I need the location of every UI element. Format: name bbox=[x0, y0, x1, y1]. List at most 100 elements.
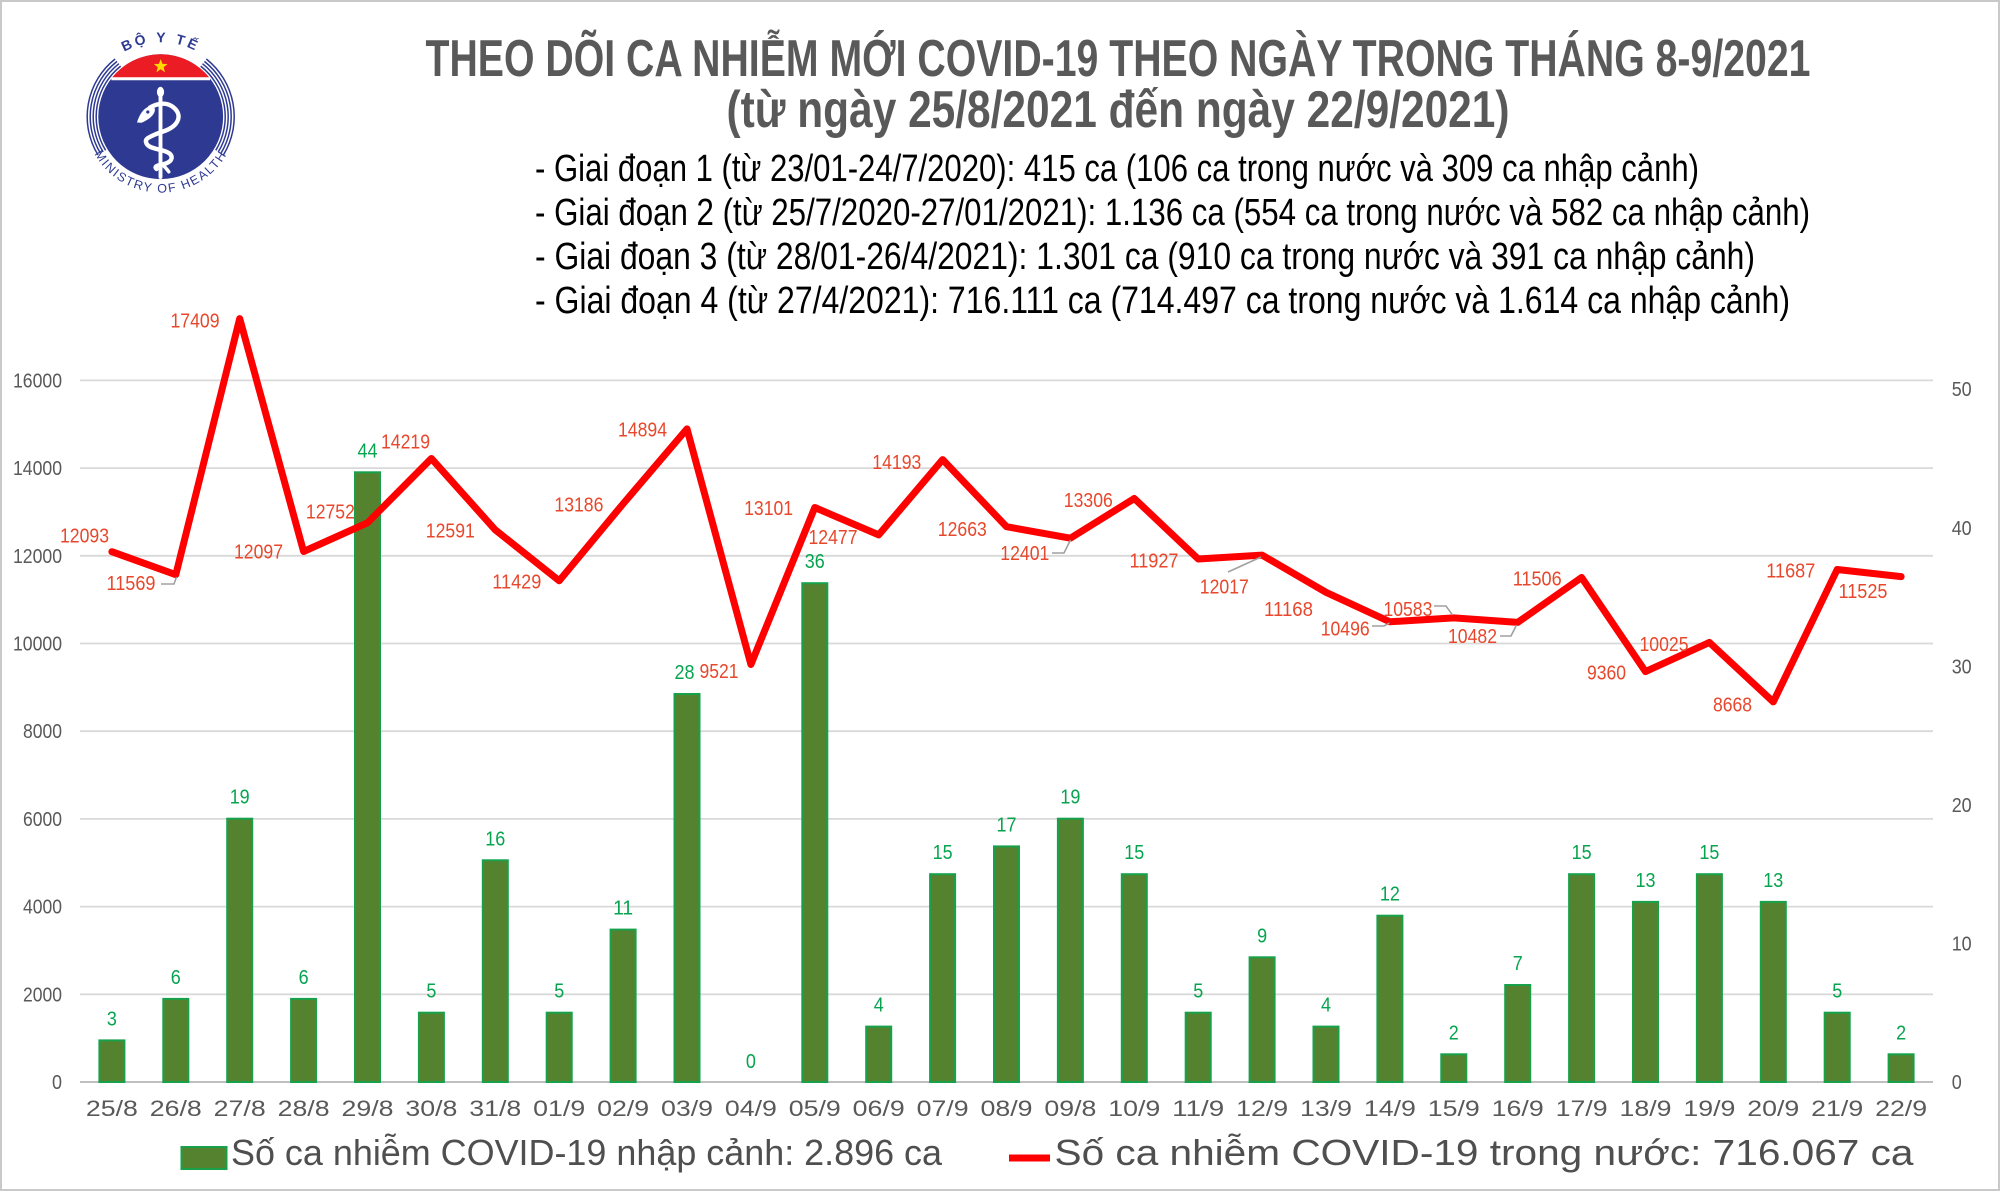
svg-text:5: 5 bbox=[554, 981, 564, 1003]
svg-text:19: 19 bbox=[230, 787, 250, 809]
svg-text:14894: 14894 bbox=[618, 420, 667, 442]
svg-text:13186: 13186 bbox=[554, 494, 603, 516]
svg-text:2: 2 bbox=[1449, 1022, 1459, 1044]
svg-text:11687: 11687 bbox=[1766, 561, 1815, 583]
svg-text:- Giai đoạn 2 (từ 25/7/2020-27: - Giai đoạn 2 (từ 25/7/2020-27/01/2021):… bbox=[535, 192, 1810, 234]
svg-text:6: 6 bbox=[299, 967, 309, 989]
svg-text:6: 6 bbox=[171, 967, 181, 989]
svg-text:20/9: 20/9 bbox=[1747, 1096, 1799, 1121]
svg-text:11429: 11429 bbox=[492, 571, 541, 593]
svg-text:19/9: 19/9 bbox=[1683, 1096, 1735, 1121]
svg-text:12752: 12752 bbox=[306, 501, 355, 523]
svg-text:11525: 11525 bbox=[1839, 581, 1888, 603]
svg-text:0: 0 bbox=[1952, 1072, 1962, 1094]
svg-text:0: 0 bbox=[52, 1072, 62, 1094]
svg-text:9360: 9360 bbox=[1587, 663, 1626, 685]
svg-text:8000: 8000 bbox=[23, 721, 62, 743]
svg-text:14219: 14219 bbox=[381, 432, 430, 454]
svg-text:30/8: 30/8 bbox=[405, 1096, 457, 1121]
svg-text:06/9: 06/9 bbox=[853, 1096, 905, 1121]
svg-text:26/8: 26/8 bbox=[150, 1096, 202, 1121]
svg-text:15: 15 bbox=[1699, 842, 1719, 864]
svg-text:31/8: 31/8 bbox=[469, 1096, 521, 1121]
svg-text:9521: 9521 bbox=[700, 661, 739, 683]
svg-text:8668: 8668 bbox=[1713, 695, 1752, 717]
svg-text:10583: 10583 bbox=[1383, 599, 1432, 621]
svg-text:3: 3 bbox=[107, 1008, 117, 1030]
svg-text:13: 13 bbox=[1636, 870, 1656, 892]
svg-text:44: 44 bbox=[358, 440, 378, 462]
svg-text:08/9: 08/9 bbox=[981, 1096, 1033, 1121]
svg-text:12: 12 bbox=[1380, 884, 1400, 906]
svg-text:17: 17 bbox=[997, 814, 1017, 836]
svg-text:16: 16 bbox=[485, 828, 505, 850]
svg-text:2: 2 bbox=[1896, 1022, 1906, 1044]
svg-text:0: 0 bbox=[746, 1051, 756, 1073]
svg-text:15: 15 bbox=[933, 842, 953, 864]
svg-text:15/9: 15/9 bbox=[1428, 1096, 1480, 1121]
svg-text:14193: 14193 bbox=[872, 452, 921, 474]
svg-text:12000: 12000 bbox=[13, 546, 62, 568]
svg-text:03/9: 03/9 bbox=[661, 1096, 713, 1121]
svg-text:10482: 10482 bbox=[1448, 626, 1497, 648]
svg-text:11569: 11569 bbox=[107, 573, 156, 595]
svg-text:- Giai đoạn 3 (từ 28/01-26/4/2: - Giai đoạn 3 (từ 28/01-26/4/2021): 1.30… bbox=[535, 236, 1755, 278]
svg-text:9: 9 bbox=[1257, 925, 1267, 947]
svg-text:16000: 16000 bbox=[13, 370, 62, 392]
svg-text:28/8: 28/8 bbox=[278, 1096, 330, 1121]
svg-text:12093: 12093 bbox=[60, 526, 109, 548]
svg-text:12477: 12477 bbox=[809, 527, 858, 549]
svg-text:12017: 12017 bbox=[1200, 576, 1249, 598]
svg-text:12/9: 12/9 bbox=[1236, 1096, 1288, 1121]
svg-text:5: 5 bbox=[1832, 981, 1842, 1003]
svg-text:11506: 11506 bbox=[1513, 569, 1562, 591]
svg-text:15: 15 bbox=[1124, 842, 1144, 864]
svg-text:13101: 13101 bbox=[744, 498, 793, 520]
svg-text:11: 11 bbox=[613, 898, 633, 920]
svg-text:27/8: 27/8 bbox=[214, 1096, 266, 1121]
svg-text:5: 5 bbox=[1193, 981, 1203, 1003]
svg-text:18/9: 18/9 bbox=[1620, 1096, 1672, 1121]
svg-text:4000: 4000 bbox=[23, 897, 62, 919]
svg-text:14/9: 14/9 bbox=[1364, 1096, 1416, 1121]
svg-text:17/9: 17/9 bbox=[1556, 1096, 1608, 1121]
svg-text:09/8: 09/8 bbox=[1044, 1096, 1096, 1121]
svg-text:05/9: 05/9 bbox=[789, 1096, 841, 1121]
svg-text:Số ca nhiễm COVID-19 trong nướ: Số ca nhiễm COVID-19 trong nước: 716.067… bbox=[1055, 1132, 1915, 1173]
svg-text:5: 5 bbox=[426, 981, 436, 1003]
svg-text:11927: 11927 bbox=[1130, 551, 1179, 573]
svg-text:17409: 17409 bbox=[171, 311, 220, 333]
svg-text:15: 15 bbox=[1572, 842, 1592, 864]
svg-text:21/9: 21/9 bbox=[1811, 1096, 1863, 1121]
svg-text:16/9: 16/9 bbox=[1492, 1096, 1544, 1121]
svg-text:40: 40 bbox=[1952, 518, 1972, 540]
svg-text:04/9: 04/9 bbox=[725, 1096, 777, 1121]
svg-text:28: 28 bbox=[675, 662, 695, 684]
svg-text:4: 4 bbox=[874, 995, 884, 1017]
svg-text:14000: 14000 bbox=[13, 458, 62, 480]
svg-text:12591: 12591 bbox=[426, 521, 475, 543]
svg-text:13/9: 13/9 bbox=[1300, 1096, 1352, 1121]
svg-text:12097: 12097 bbox=[234, 542, 283, 564]
svg-text:36: 36 bbox=[805, 551, 825, 573]
svg-text:01/9: 01/9 bbox=[533, 1096, 585, 1121]
svg-text:13: 13 bbox=[1763, 870, 1783, 892]
svg-text:20: 20 bbox=[1952, 795, 1972, 817]
svg-text:11/9: 11/9 bbox=[1172, 1096, 1224, 1121]
svg-text:(từ ngày 25/8/2021 đến ngày 22: (từ ngày 25/8/2021 đến ngày 22/9/2021) bbox=[727, 81, 1510, 139]
svg-text:12401: 12401 bbox=[1000, 543, 1049, 565]
svg-text:10496: 10496 bbox=[1321, 619, 1370, 641]
svg-text:10025: 10025 bbox=[1640, 634, 1689, 656]
svg-text:11168: 11168 bbox=[1264, 599, 1313, 621]
svg-text:50: 50 bbox=[1952, 379, 1972, 401]
svg-text:7: 7 bbox=[1513, 953, 1523, 975]
svg-text:07/9: 07/9 bbox=[917, 1096, 969, 1121]
svg-text:6000: 6000 bbox=[23, 809, 62, 831]
svg-text:2000: 2000 bbox=[23, 984, 62, 1006]
svg-text:10000: 10000 bbox=[13, 634, 62, 656]
svg-text:25/8: 25/8 bbox=[86, 1096, 138, 1121]
svg-text:10/9: 10/9 bbox=[1108, 1096, 1160, 1121]
svg-text:19: 19 bbox=[1060, 787, 1080, 809]
svg-text:- Giai đoạn 1 (từ 23/01-24/7/2: - Giai đoạn 1 (từ 23/01-24/7/2020): 415 … bbox=[535, 148, 1699, 190]
svg-text:10: 10 bbox=[1952, 933, 1972, 955]
